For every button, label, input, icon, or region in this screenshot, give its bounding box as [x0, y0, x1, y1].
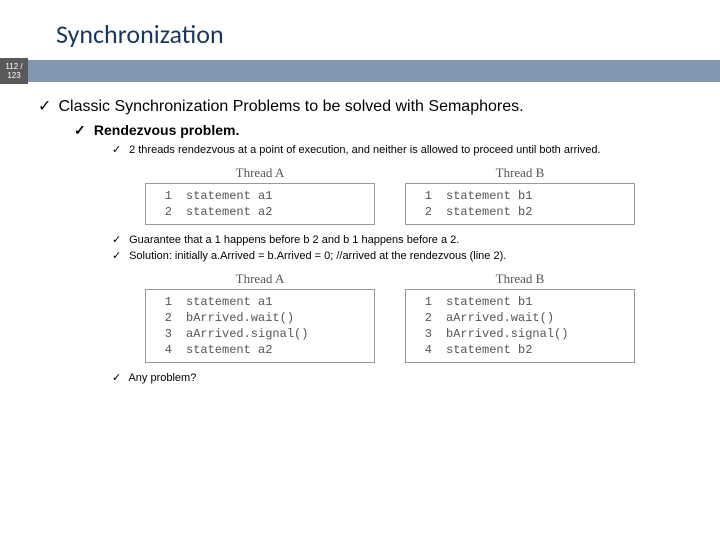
bullet-lvl3: ✓ 2 threads rendezvous at a point of exe…	[112, 143, 686, 157]
code-line: 2bArrived.wait()	[154, 310, 366, 326]
code-line: 2statement a2	[154, 204, 366, 220]
b1-text: 2 threads rendezvous at a point of execu…	[129, 144, 600, 156]
bullet-lvl1: ✓ Classic Synchronization Problems to be…	[34, 96, 686, 116]
code-box-thread-a-2: Thread A 1statement a1 2bArrived.wait() …	[145, 269, 375, 363]
code-line: 4statement b2	[414, 342, 626, 358]
code-box-thread-a-1: Thread A 1statement a1 2statement a2	[145, 163, 375, 225]
page-den: 123	[7, 71, 20, 80]
code-body: 1statement a1 2bArrived.wait() 3aArrived…	[145, 289, 375, 363]
slide-title: Synchronization	[56, 18, 720, 50]
header-bar: 112 / 123	[0, 60, 720, 82]
page-number-tag: 112 / 123	[0, 58, 28, 84]
check-icon: ✓	[74, 122, 90, 139]
b2-text: Guarantee that a 1 happens before b 2 an…	[129, 234, 459, 246]
code-line: 4statement a2	[154, 342, 366, 358]
b4-text: Any problem?	[128, 372, 196, 384]
check-icon: ✓	[112, 371, 126, 385]
code-line: 1statement b1	[414, 294, 626, 310]
code-box-thread-b-1: Thread B 1statement b1 2statement b2	[405, 163, 635, 225]
code-body: 1statement b1 2aArrived.wait() 3bArrived…	[405, 289, 635, 363]
page-num: 112 /	[5, 62, 22, 71]
bullet-lvl3: ✓ Any problem?	[112, 371, 686, 385]
lvl1-text: Classic Synchronization Problems to be s…	[58, 98, 523, 115]
check-icon: ✓	[112, 233, 126, 247]
code-line: 3bArrived.signal()	[414, 326, 626, 342]
code-row-2: Thread A 1statement a1 2bArrived.wait() …	[94, 269, 686, 363]
code-box-thread-b-2: Thread B 1statement b1 2aArrived.wait() …	[405, 269, 635, 363]
check-icon: ✓	[38, 96, 54, 116]
code-row-1: Thread A 1statement a1 2statement a2 Thr…	[94, 163, 686, 225]
check-icon: ✓	[112, 249, 126, 263]
title-area: Synchronization	[0, 0, 720, 60]
code-line: 3aArrived.signal()	[154, 326, 366, 342]
b3-text: Solution: initially a.Arrived = b.Arrive…	[129, 250, 506, 262]
code-line: 2statement b2	[414, 204, 626, 220]
bullet-lvl2: ✓ Rendezvous problem.	[74, 122, 686, 139]
code-line: 2aArrived.wait()	[414, 310, 626, 326]
code-body: 1statement a1 2statement a2	[145, 183, 375, 225]
check-icon: ✓	[112, 143, 126, 157]
code-body: 1statement b1 2statement b2	[405, 183, 635, 225]
code-header: Thread A	[145, 163, 375, 183]
bullet-lvl3: ✓ Solution: initially a.Arrived = b.Arri…	[112, 249, 686, 263]
bullet-lvl3: ✓ Guarantee that a 1 happens before b 2 …	[112, 233, 686, 247]
code-line: 1statement a1	[154, 294, 366, 310]
code-line: 1statement b1	[414, 188, 626, 204]
code-header: Thread A	[145, 269, 375, 289]
code-header: Thread B	[405, 269, 635, 289]
slide-content: ✓ Classic Synchronization Problems to be…	[0, 82, 720, 385]
lvl2-text: Rendezvous problem.	[94, 122, 239, 138]
code-header: Thread B	[405, 163, 635, 183]
code-line: 1statement a1	[154, 188, 366, 204]
